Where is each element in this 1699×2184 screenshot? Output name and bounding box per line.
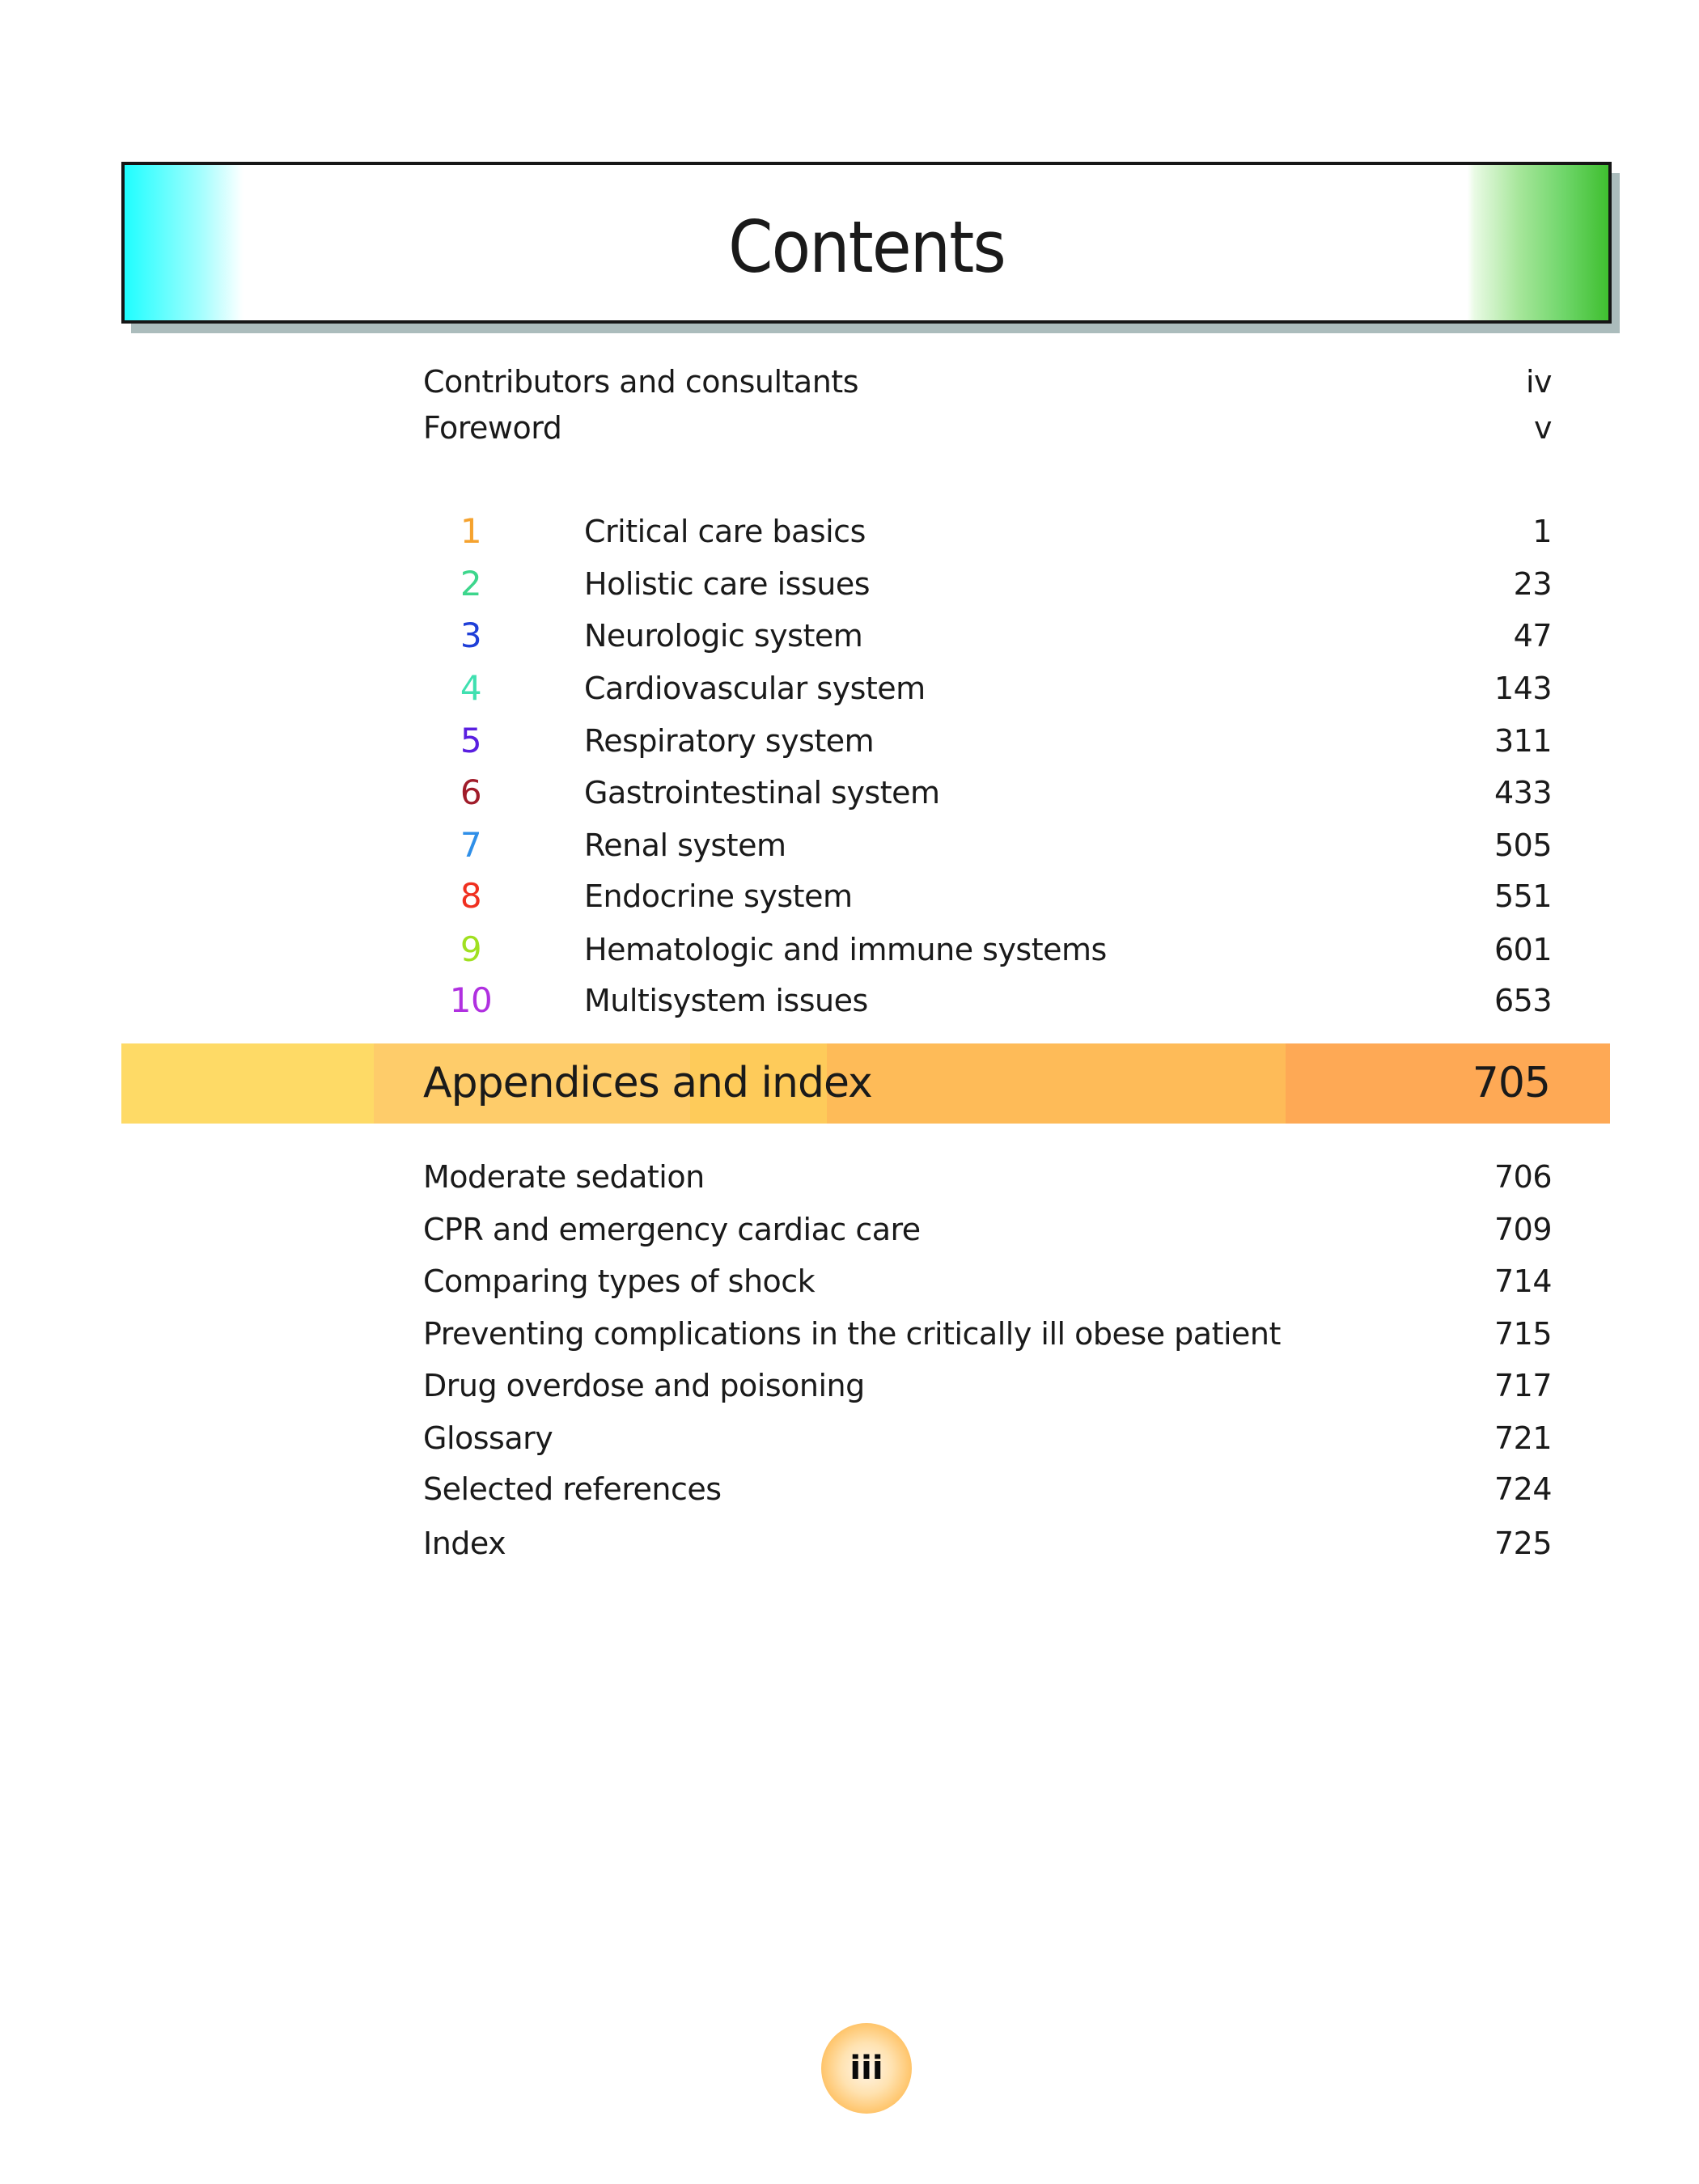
entry-title: Renal system	[584, 827, 786, 863]
toc-entry[interactable]: Comparing types of shock 714	[423, 1257, 1553, 1306]
entry-title: Cardiovascular system	[584, 671, 926, 706]
chapter-entry[interactable]: 10 Multisystem issues 653	[423, 976, 1553, 1025]
entry-page: 433	[1494, 775, 1553, 811]
entry-title: Preventing complications in the critical…	[423, 1316, 1281, 1352]
chapter-number: 9	[460, 929, 482, 969]
entry-title: CPR and emergency cardiac care	[423, 1212, 921, 1247]
chapter-number: 1	[460, 511, 482, 551]
entry-page: 653	[1494, 983, 1553, 1018]
entry-page: iv	[1525, 364, 1553, 400]
entry-page: 311	[1494, 723, 1553, 759]
entry-title: Moderate sedation	[423, 1159, 705, 1195]
page-number-badge: iii	[821, 2023, 912, 2114]
toc-entry[interactable]: Drug overdose and poisoning 717	[423, 1361, 1553, 1410]
entry-page: 709	[1494, 1212, 1553, 1247]
toc-entry[interactable]: Preventing complications in the critical…	[423, 1310, 1553, 1358]
entry-page: 706	[1494, 1159, 1553, 1195]
entry-page: 143	[1494, 671, 1553, 706]
chapter-entry[interactable]: 2 Holistic care issues 23	[423, 560, 1553, 608]
chapter-entry[interactable]: 5 Respiratory system 311	[423, 717, 1553, 765]
entry-title: Endocrine system	[584, 878, 853, 914]
entry-page: 721	[1494, 1420, 1553, 1456]
chapter-entry[interactable]: 8 Endocrine system 551	[423, 872, 1553, 921]
entry-page: 717	[1494, 1368, 1553, 1403]
appendices-bar[interactable]: Appendices and index 705	[121, 1043, 1610, 1124]
appendices-page: 705	[1472, 1059, 1551, 1107]
entry-page: 1	[1532, 514, 1552, 549]
chapter-number: 5	[460, 721, 482, 760]
toc-entry[interactable]: Selected references 724	[423, 1465, 1553, 1513]
page-title: Contents	[728, 205, 1006, 289]
toc-entry[interactable]: Moderate sedation 706	[423, 1153, 1553, 1201]
toc-entry[interactable]: Index 725	[423, 1519, 1553, 1568]
entry-title: Comparing types of shock	[423, 1263, 816, 1299]
chapter-entry[interactable]: 4 Cardiovascular system 143	[423, 664, 1553, 713]
entry-page: 47	[1513, 618, 1553, 654]
chapter-entry[interactable]: 7 Renal system 505	[423, 821, 1553, 870]
entry-title: Multisystem issues	[584, 983, 868, 1018]
entry-title: Respiratory system	[584, 723, 875, 759]
chapter-number: 10	[449, 980, 493, 1020]
entry-page: v	[1534, 410, 1553, 446]
entry-page: 601	[1494, 932, 1553, 967]
chapter-number: 7	[460, 825, 482, 865]
appendices-title: Appendices and index	[423, 1059, 873, 1107]
toc-entry[interactable]: Contributors and consultants iv	[423, 358, 1553, 406]
entry-page: 715	[1494, 1316, 1553, 1352]
entry-title: Contributors and consultants	[423, 364, 859, 400]
chapter-number: 6	[460, 772, 482, 812]
entry-title: Critical care basics	[584, 514, 866, 549]
entry-page: 724	[1494, 1471, 1553, 1507]
entry-title: Glossary	[423, 1420, 553, 1456]
entry-title: Foreword	[423, 410, 562, 446]
toc-entry[interactable]: CPR and emergency cardiac care 709	[423, 1205, 1553, 1254]
entry-title: Drug overdose and poisoning	[423, 1368, 865, 1403]
entry-title: Selected references	[423, 1471, 722, 1507]
entry-title: Index	[423, 1526, 506, 1561]
chapter-number: 4	[460, 668, 482, 708]
toc-entry[interactable]: Foreword v	[423, 404, 1553, 452]
entry-title: Gastrointestinal system	[584, 775, 940, 811]
chapter-number: 2	[460, 564, 482, 603]
entry-page: 725	[1494, 1526, 1553, 1561]
chapter-number: 3	[460, 616, 482, 655]
entry-page: 551	[1494, 878, 1553, 914]
chapter-entry[interactable]: 6 Gastrointestinal system 433	[423, 768, 1553, 817]
entry-page: 714	[1494, 1263, 1553, 1299]
chapter-number: 8	[460, 876, 482, 916]
chapter-entry[interactable]: 1 Critical care basics 1	[423, 507, 1553, 556]
toc-entry[interactable]: Glossary 721	[423, 1414, 1553, 1462]
chapter-entry[interactable]: 3 Neurologic system 47	[423, 612, 1553, 660]
entry-title: Holistic care issues	[584, 566, 871, 602]
contents-header: Contents	[121, 162, 1612, 324]
chapter-entry[interactable]: 9 Hematologic and immune systems 601	[423, 925, 1553, 974]
entry-title: Hematologic and immune systems	[584, 932, 1107, 967]
entry-page: 23	[1513, 566, 1553, 602]
entry-page: 505	[1494, 827, 1553, 863]
entry-title: Neurologic system	[584, 618, 863, 654]
